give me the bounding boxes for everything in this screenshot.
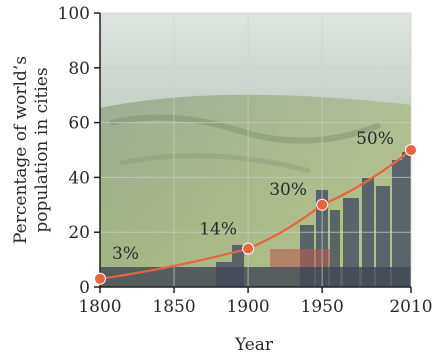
x-axis-title: Year xyxy=(234,335,274,355)
x-tick-label: 1800 xyxy=(78,297,121,317)
y-tick-label: 40 xyxy=(68,168,90,188)
photo-city-ground xyxy=(100,267,411,287)
data-point xyxy=(95,273,106,284)
y-tick-label: 0 xyxy=(79,278,90,298)
data-point xyxy=(317,199,328,210)
data-label: 30% xyxy=(269,180,307,200)
photo-city-tower xyxy=(402,152,411,287)
data-point xyxy=(243,243,254,254)
y-tick-label: 60 xyxy=(68,114,90,134)
data-label: 14% xyxy=(199,220,237,240)
y-axis-title-line-2: population in cities xyxy=(32,67,52,232)
y-tick-label: 20 xyxy=(68,223,90,243)
data-label: 50% xyxy=(356,129,394,149)
x-tick-label: 1900 xyxy=(226,297,269,317)
y-tick-label: 100 xyxy=(58,4,90,24)
x-tick-label: 1950 xyxy=(301,297,344,317)
y-axis-title-line-1: Percentage of world’s xyxy=(11,56,31,244)
data-point xyxy=(406,145,417,156)
photo-rooftops xyxy=(270,249,330,267)
y-axis-title: Percentage of world’s population in citi… xyxy=(11,56,52,244)
x-tick-label: 1850 xyxy=(152,297,195,317)
y-tick-label: 80 xyxy=(68,59,90,79)
x-tick-label: 2010 xyxy=(389,297,432,317)
data-label: 3% xyxy=(112,244,139,264)
